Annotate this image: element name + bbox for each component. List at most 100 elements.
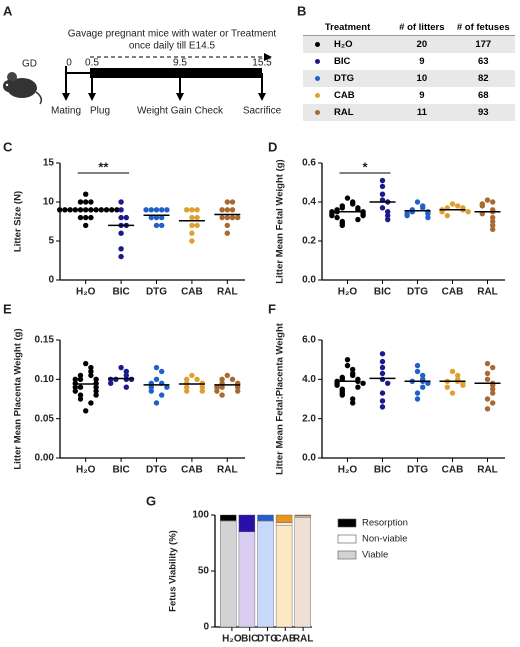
data-point [83, 408, 89, 414]
data-point [414, 368, 421, 375]
data-point [143, 207, 149, 213]
data-point [88, 364, 94, 371]
data-point [77, 384, 84, 390]
data-point [118, 214, 124, 221]
data-point [235, 388, 241, 394]
data-point [425, 211, 431, 217]
data-point [344, 362, 351, 369]
data-point [379, 183, 386, 190]
y-axis-label: Litter Mean Placenta Weight (g) [13, 328, 24, 469]
x-tick-label: H₂O [338, 287, 358, 298]
bullet [315, 92, 320, 98]
data-point [484, 406, 491, 412]
table-cell: CAB [303, 87, 392, 104]
x-tick-label: H₂O [76, 465, 96, 476]
y-tick-label: 0.05 [35, 413, 55, 424]
data-point [189, 207, 195, 213]
data-point [164, 384, 170, 390]
y-tick-label: 50 [198, 566, 210, 577]
cell-text: 82 [477, 73, 489, 84]
legend-swatch [337, 550, 357, 560]
table-row: BIC 9 63 [303, 53, 515, 70]
data-point [449, 368, 456, 375]
data-point [224, 372, 230, 379]
panel-label: B [297, 3, 306, 18]
data-point [189, 230, 195, 236]
y-tick-label: 0.10 [35, 374, 55, 385]
arrowhead [264, 53, 272, 61]
y-tick-label: 15 [43, 158, 55, 169]
data-point [455, 372, 461, 379]
data-point [123, 372, 129, 379]
data-point [159, 392, 165, 398]
data-point [490, 400, 496, 406]
cell-text: 10 [416, 73, 428, 84]
data-point [414, 199, 421, 205]
data-point [385, 216, 391, 223]
instruction: Gavage pregnant mice with water or Treat… [68, 29, 277, 40]
data-point [108, 380, 114, 386]
y-tick-label: 0.4 [302, 197, 316, 208]
data-table: Treatment # of litters # of fetuses H₂O 20 17… [303, 20, 515, 121]
data-point [360, 212, 366, 219]
data-point [164, 207, 170, 213]
bullet [315, 109, 320, 115]
data-point [113, 376, 119, 383]
table-cell: 10 [392, 70, 452, 87]
bar-segment [220, 521, 237, 628]
data-point [229, 207, 236, 213]
data-point [72, 388, 79, 394]
arrowhead [258, 93, 266, 101]
y-tick-label: 100 [192, 510, 209, 521]
data-point [114, 207, 120, 213]
y-tick-label: 0.0 [302, 275, 316, 286]
data-point [490, 214, 496, 221]
table-cell: H₂O [303, 35, 393, 53]
data-point [153, 364, 160, 371]
data-point [77, 199, 84, 205]
y-tick-label: 4.0 [302, 374, 316, 385]
data-point [77, 396, 84, 402]
data-point [77, 372, 84, 379]
data-point [184, 384, 190, 390]
x-tick-label: CAB [442, 465, 464, 476]
data-point [184, 207, 190, 213]
arrowhead [62, 93, 70, 101]
data-point [103, 207, 110, 213]
table-cell: 11 [392, 104, 452, 121]
day-label: 0.5 [85, 58, 99, 69]
panel-label: D [268, 139, 277, 154]
data-point [88, 368, 94, 375]
x-tick-label: DTG [146, 287, 167, 298]
data-point [229, 376, 236, 383]
x-tick-label: BIC [374, 287, 391, 298]
data-point [83, 222, 89, 229]
bar-segment [294, 514, 311, 517]
data-point [224, 214, 230, 221]
panel-label: E [3, 301, 12, 316]
table-row: DTG 10 82 [303, 70, 515, 87]
data-point [148, 207, 154, 213]
data-point [379, 398, 386, 404]
data-point [184, 388, 190, 394]
data-point [189, 238, 195, 244]
y-axis-label: Litter Mean Fetal:Placenta Weight [275, 322, 286, 475]
data-point [189, 222, 195, 229]
cell-text: 9 [419, 56, 425, 67]
day-label: 9.5 [173, 58, 187, 69]
data-point [224, 222, 230, 229]
table-header: Treatment # of litters # of fetuses [303, 20, 515, 36]
data-point [57, 207, 63, 213]
y-tick-label: 0.6 [302, 158, 316, 169]
data-point [379, 177, 386, 184]
bar-segment [257, 521, 274, 628]
data-point [148, 384, 154, 390]
data-point [224, 230, 230, 236]
arrowhead [176, 93, 184, 101]
bullet [315, 41, 320, 47]
x-tick-label: RAL [217, 287, 238, 298]
data-point [379, 404, 386, 410]
data-point [339, 392, 345, 398]
data-point [385, 380, 391, 386]
